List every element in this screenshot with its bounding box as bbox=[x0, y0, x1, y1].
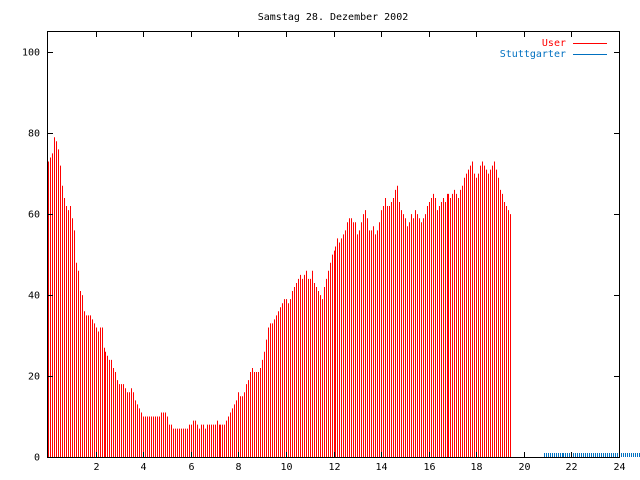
y-tick-label: 100 bbox=[22, 48, 40, 59]
x-tick-label: 16 bbox=[423, 462, 435, 473]
x-tick-label: 18 bbox=[470, 462, 482, 473]
legend-label-stuttgarter: Stuttgarter bbox=[500, 49, 566, 60]
bars-group bbox=[48, 137, 640, 457]
x-tick-label: 14 bbox=[375, 462, 387, 473]
x-tick-label: 22 bbox=[565, 462, 577, 473]
plot-frame bbox=[47, 31, 620, 458]
y-tick-label: 0 bbox=[34, 453, 40, 464]
x-tick-label: 12 bbox=[328, 462, 340, 473]
y-tick-label: 40 bbox=[28, 291, 40, 302]
x-tick-label: 6 bbox=[188, 462, 194, 473]
x-tick-label: 2 bbox=[93, 462, 99, 473]
y-tick-label: 60 bbox=[28, 210, 40, 221]
x-tick-label: 4 bbox=[140, 462, 146, 473]
x-tick-label: 10 bbox=[280, 462, 292, 473]
y-tick-label: 20 bbox=[28, 372, 40, 383]
legend-label-user: User bbox=[542, 38, 566, 49]
y-tick-label: 80 bbox=[28, 129, 40, 140]
x-tick-label: 8 bbox=[235, 462, 241, 473]
chart-title: Samstag 28. Dezember 2002 bbox=[258, 12, 409, 23]
x-tick-label: 20 bbox=[518, 462, 530, 473]
x-tick-label: 24 bbox=[613, 462, 625, 473]
